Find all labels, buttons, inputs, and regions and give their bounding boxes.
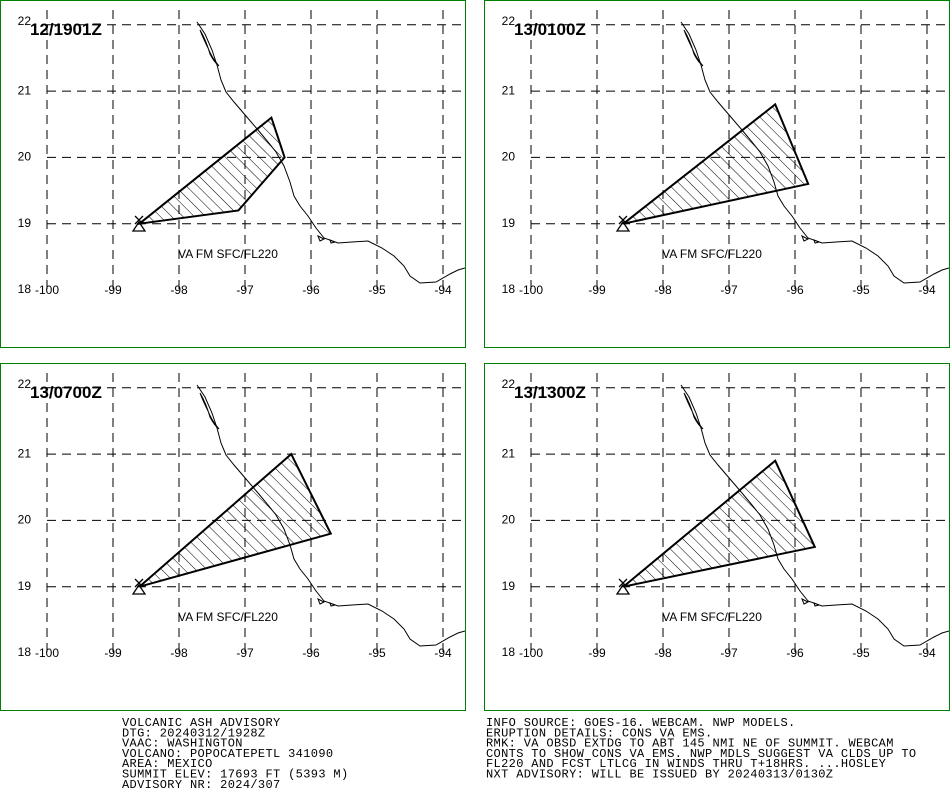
panel-time: 12/1901Z xyxy=(30,20,102,39)
lat-tick-label: 22 xyxy=(502,377,516,391)
lon-tick-label: -100 xyxy=(35,283,59,297)
lon-tick-label: -100 xyxy=(519,283,543,297)
lat-tick-label: 22 xyxy=(18,14,32,28)
panel-time: 13/0100Z xyxy=(514,20,586,39)
panel-time: 13/0700Z xyxy=(30,383,102,402)
lat-tick-label: 21 xyxy=(502,446,516,460)
lon-tick-label: -95 xyxy=(852,283,870,297)
layer-label: VA FM SFC/FL220 xyxy=(178,247,278,261)
lat-tick-label: 19 xyxy=(18,579,32,593)
advisory-line: NXT ADVISORY: WILL BE ISSUED BY 20240313… xyxy=(486,768,833,782)
lon-tick-label: -94 xyxy=(434,283,452,297)
lat-tick-label: 22 xyxy=(18,377,32,391)
advisory-line: VOLCANO: POPOCATEPETL 341090 xyxy=(122,747,333,761)
lon-tick-label: -94 xyxy=(918,283,936,297)
lat-tick-label: 20 xyxy=(18,150,32,164)
lon-tick-label: -94 xyxy=(434,646,452,660)
lat-tick-label: 18 xyxy=(18,645,32,659)
advisory-line: CONTS TO SHOW CONS VA EMS. NWP MDLS SUGG… xyxy=(486,747,916,761)
lon-tick-label: -99 xyxy=(588,283,606,297)
lat-tick-label: 22 xyxy=(502,14,516,28)
advisory-line: DTG: 20240312/1928Z xyxy=(122,726,265,740)
lat-tick-label: 19 xyxy=(18,216,32,230)
map-body xyxy=(530,10,949,290)
advisory-line: ADVISORY NR: 2024/307 xyxy=(122,778,281,792)
lon-tick-label: -99 xyxy=(104,646,122,660)
lon-tick-label: -99 xyxy=(588,646,606,660)
ash-cloud xyxy=(622,459,817,588)
ash-cloud xyxy=(138,452,333,588)
lon-tick-label: -100 xyxy=(519,646,543,660)
lon-tick-label: -95 xyxy=(368,283,386,297)
map-panel: -100 -99 -98 -97 -96 -95 -94 18 19 20 21 22 13/1300Z… xyxy=(484,363,950,711)
lon-tick-label: -95 xyxy=(368,646,386,660)
lon-tick-label: -97 xyxy=(720,646,738,660)
lon-tick-label: -96 xyxy=(302,283,320,297)
ash-cloud xyxy=(622,102,810,225)
lon-tick-label: -99 xyxy=(104,283,122,297)
panel-time: 13/1300Z xyxy=(514,383,586,402)
map-body xyxy=(530,373,949,653)
advisory-line: VOLCANIC ASH ADVISORY xyxy=(122,716,281,730)
ash-cloud xyxy=(135,115,286,226)
map-body xyxy=(46,373,465,653)
layer-label: VA FM SFC/FL220 xyxy=(662,247,762,261)
map-panel: -100 -99 -98 -97 -96 -95 -94 18 19 20 21 22 13/0100Z… xyxy=(484,0,950,348)
lat-tick-label: 20 xyxy=(18,513,32,527)
lon-tick-label: -98 xyxy=(654,646,672,660)
layer-label: VA FM SFC/FL220 xyxy=(178,610,278,624)
lon-tick-label: -98 xyxy=(170,646,188,660)
advisory-line: FL220 AND FCST LTLCG IN WINDS THRU T+18H… xyxy=(486,757,886,771)
lon-tick-label: -96 xyxy=(302,646,320,660)
map-body xyxy=(46,10,465,290)
lat-tick-label: 18 xyxy=(502,645,516,659)
lon-tick-label: -97 xyxy=(236,646,254,660)
lat-tick-label: 21 xyxy=(502,83,516,97)
layer-label: VA FM SFC/FL220 xyxy=(662,610,762,624)
lon-tick-label: -96 xyxy=(786,283,804,297)
advisory-line: SUMMIT ELEV: 17693 FT (5393 M) xyxy=(122,768,349,782)
map-panel: -100 -99 -98 -97 -96 -95 -94 18 19 20 21 22 13/0700Z… xyxy=(0,363,466,711)
lon-tick-label: -98 xyxy=(170,283,188,297)
lon-tick-label: -95 xyxy=(852,646,870,660)
lat-tick-label: 18 xyxy=(18,282,32,296)
lon-tick-label: -98 xyxy=(654,283,672,297)
advisory-line: AREA: MEXICO xyxy=(122,757,213,771)
lat-tick-label: 18 xyxy=(502,282,516,296)
advisory-line: VAAC: WASHINGTON xyxy=(122,737,243,751)
lon-tick-label: -97 xyxy=(720,283,738,297)
lat-tick-label: 21 xyxy=(18,83,32,97)
panel-border xyxy=(0,0,466,348)
lat-tick-label: 21 xyxy=(18,446,32,460)
lat-tick-label: 20 xyxy=(502,150,516,164)
advisory-line: INFO SOURCE: GOES-16. WEBCAM. NWP MODELS… xyxy=(486,716,796,730)
lat-tick-label: 19 xyxy=(502,216,516,230)
advisory-line: ERUPTION DETAILS: CONS VA EMS. xyxy=(486,726,713,740)
lon-tick-label: -94 xyxy=(918,646,936,660)
lat-tick-label: 19 xyxy=(502,579,516,593)
lat-tick-label: 20 xyxy=(502,513,516,527)
lon-tick-label: -100 xyxy=(35,646,59,660)
map-panel: -100 -99 -98 -97 -96 -95 -94 18 19 20 21 22 12/1901Z… xyxy=(0,0,466,348)
lon-tick-label: -96 xyxy=(786,646,804,660)
advisory-line: RMK: VA OBSD EXTDG TO ABT 145 NMI NE OF … xyxy=(486,737,894,751)
lon-tick-label: -97 xyxy=(236,283,254,297)
panel-border xyxy=(0,363,466,711)
